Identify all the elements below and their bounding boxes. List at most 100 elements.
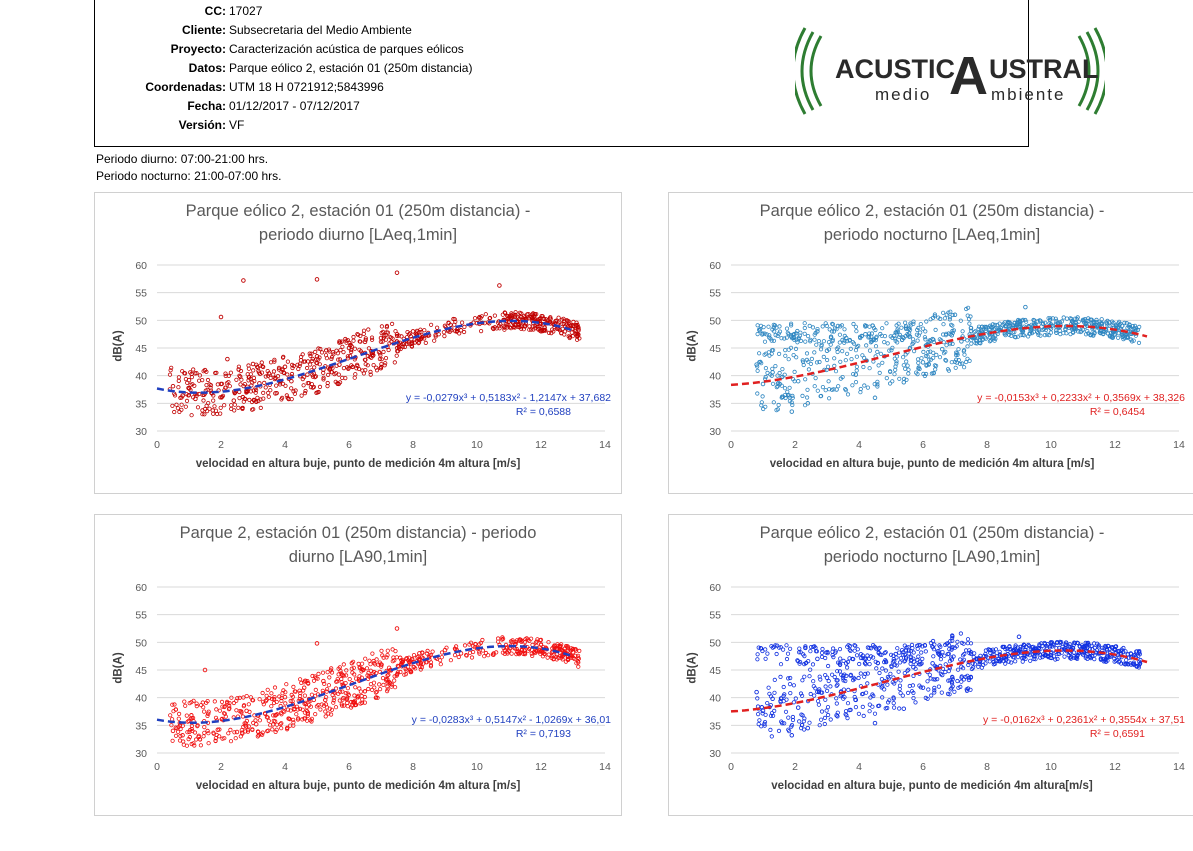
scatter-point bbox=[409, 344, 415, 349]
scatter-point bbox=[189, 413, 194, 418]
scatter-point bbox=[243, 721, 248, 726]
scatter-point bbox=[287, 717, 292, 722]
scatter-point bbox=[237, 373, 242, 378]
scatter-point bbox=[982, 335, 988, 340]
scatter-point bbox=[903, 324, 909, 329]
scatter-point bbox=[508, 639, 514, 644]
scatter-point bbox=[1104, 647, 1109, 652]
scatter-point bbox=[299, 680, 304, 685]
scatter-point bbox=[823, 684, 828, 689]
scatter-point bbox=[347, 340, 352, 346]
scatter-point bbox=[965, 338, 970, 343]
scatter-point bbox=[1098, 321, 1103, 326]
scatter-point bbox=[532, 649, 537, 654]
scatter-point bbox=[983, 652, 988, 657]
scatter-point bbox=[922, 643, 928, 648]
scatter-point bbox=[937, 355, 943, 360]
scatter-point bbox=[763, 366, 769, 371]
scatter-point bbox=[282, 694, 288, 700]
x-tick-label: 8 bbox=[410, 761, 416, 773]
scatter-point bbox=[803, 377, 808, 382]
scatter-point bbox=[554, 654, 559, 659]
scatter-point bbox=[202, 367, 208, 373]
scatter-point bbox=[939, 346, 945, 352]
scatter-point bbox=[329, 356, 334, 361]
scatter-point bbox=[211, 411, 216, 416]
scatter-point bbox=[794, 337, 799, 342]
scatter-point bbox=[355, 332, 360, 337]
scatter-point bbox=[226, 380, 231, 385]
scatter-point bbox=[428, 660, 434, 665]
scatter-point bbox=[329, 666, 334, 671]
x-tick-label: 10 bbox=[1045, 439, 1057, 451]
scatter-point bbox=[824, 348, 830, 354]
scatter-point bbox=[889, 664, 894, 669]
scatter-point bbox=[1060, 644, 1065, 649]
x-tick-label: 8 bbox=[410, 439, 416, 451]
scatter-point bbox=[1068, 656, 1074, 661]
scatter-point bbox=[346, 345, 352, 351]
scatter-point bbox=[396, 344, 401, 350]
scatter-point bbox=[861, 691, 866, 696]
scatter-point bbox=[272, 357, 277, 362]
scatter-point bbox=[915, 357, 921, 362]
scatter-point bbox=[987, 339, 992, 344]
scatter-point bbox=[988, 338, 993, 343]
scatter-point bbox=[314, 390, 319, 395]
scatter-point bbox=[809, 356, 814, 361]
scatter-point bbox=[317, 384, 323, 389]
scatter-point bbox=[965, 305, 971, 310]
scatter-point bbox=[1031, 329, 1036, 334]
scatter-point bbox=[554, 318, 559, 323]
scatter-point bbox=[808, 691, 813, 697]
scatter-point bbox=[817, 359, 822, 365]
scatter-point bbox=[558, 645, 563, 650]
scatter-point bbox=[967, 321, 972, 326]
scatter-point bbox=[814, 360, 820, 365]
scatter-point bbox=[388, 335, 394, 340]
scatter-point bbox=[911, 664, 916, 670]
scatter-point bbox=[419, 665, 425, 670]
scatter-point bbox=[552, 644, 557, 649]
scatter-point bbox=[806, 334, 811, 339]
scatter-point bbox=[940, 666, 946, 671]
scatter-point bbox=[235, 696, 240, 701]
scatter-point bbox=[205, 713, 210, 718]
scatter-point bbox=[755, 368, 760, 373]
scatter-point bbox=[915, 646, 920, 651]
scatter-point bbox=[411, 665, 416, 670]
scatter-point bbox=[240, 405, 245, 410]
scatter-point bbox=[870, 704, 875, 709]
scatter-point bbox=[1007, 327, 1012, 332]
scatter-point bbox=[472, 316, 478, 321]
scatter-point bbox=[755, 391, 760, 396]
scatter-point bbox=[918, 662, 923, 667]
scatter-point bbox=[1003, 323, 1008, 328]
scatter-point bbox=[258, 732, 263, 737]
equation-text: y = -0,0162x³ + 0,2361x² + 0,3554x + 37,… bbox=[983, 714, 1185, 726]
scatter-point bbox=[367, 354, 372, 359]
scatter-point bbox=[180, 393, 185, 398]
scatter-point bbox=[357, 339, 362, 344]
scatter-point bbox=[284, 682, 289, 687]
scatter-point bbox=[1124, 661, 1129, 666]
scatter-point bbox=[882, 687, 887, 692]
scatter-point bbox=[903, 325, 908, 330]
scatter-point bbox=[776, 402, 781, 408]
scatter-point bbox=[911, 650, 916, 655]
scatter-point bbox=[965, 313, 970, 318]
scatter-point bbox=[930, 644, 935, 649]
scatter-point bbox=[356, 661, 361, 666]
scatter-point bbox=[956, 347, 961, 352]
scatter-point bbox=[363, 362, 368, 367]
x-tick-label: 8 bbox=[984, 439, 990, 451]
scatter-point bbox=[760, 394, 765, 399]
scatter-point bbox=[786, 357, 791, 362]
scatter-point bbox=[211, 398, 216, 403]
scatter-point bbox=[299, 393, 304, 398]
scatter-point bbox=[1019, 327, 1024, 333]
scatter-point bbox=[899, 325, 904, 330]
scatter-point bbox=[271, 713, 276, 718]
y-tick-label: 40 bbox=[709, 693, 721, 705]
scatter-point bbox=[834, 387, 839, 392]
